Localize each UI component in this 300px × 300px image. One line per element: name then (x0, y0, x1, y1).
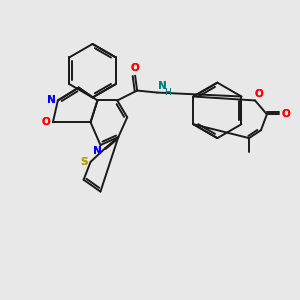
Text: O: O (42, 117, 50, 127)
Text: O: O (281, 109, 290, 119)
Text: O: O (281, 109, 290, 119)
Text: N: N (158, 81, 166, 91)
Text: N: N (46, 95, 55, 106)
Text: O: O (131, 63, 140, 73)
Text: O: O (42, 117, 50, 127)
Text: N: N (93, 146, 102, 156)
Text: H: H (164, 88, 171, 97)
Text: N: N (46, 95, 55, 106)
Text: O: O (255, 88, 263, 98)
Text: N: N (158, 81, 166, 91)
Text: S: S (80, 157, 87, 167)
Text: O: O (255, 88, 263, 98)
Text: N: N (93, 146, 102, 156)
Text: H: H (164, 88, 171, 97)
Text: O: O (131, 63, 140, 73)
Text: S: S (80, 157, 87, 167)
